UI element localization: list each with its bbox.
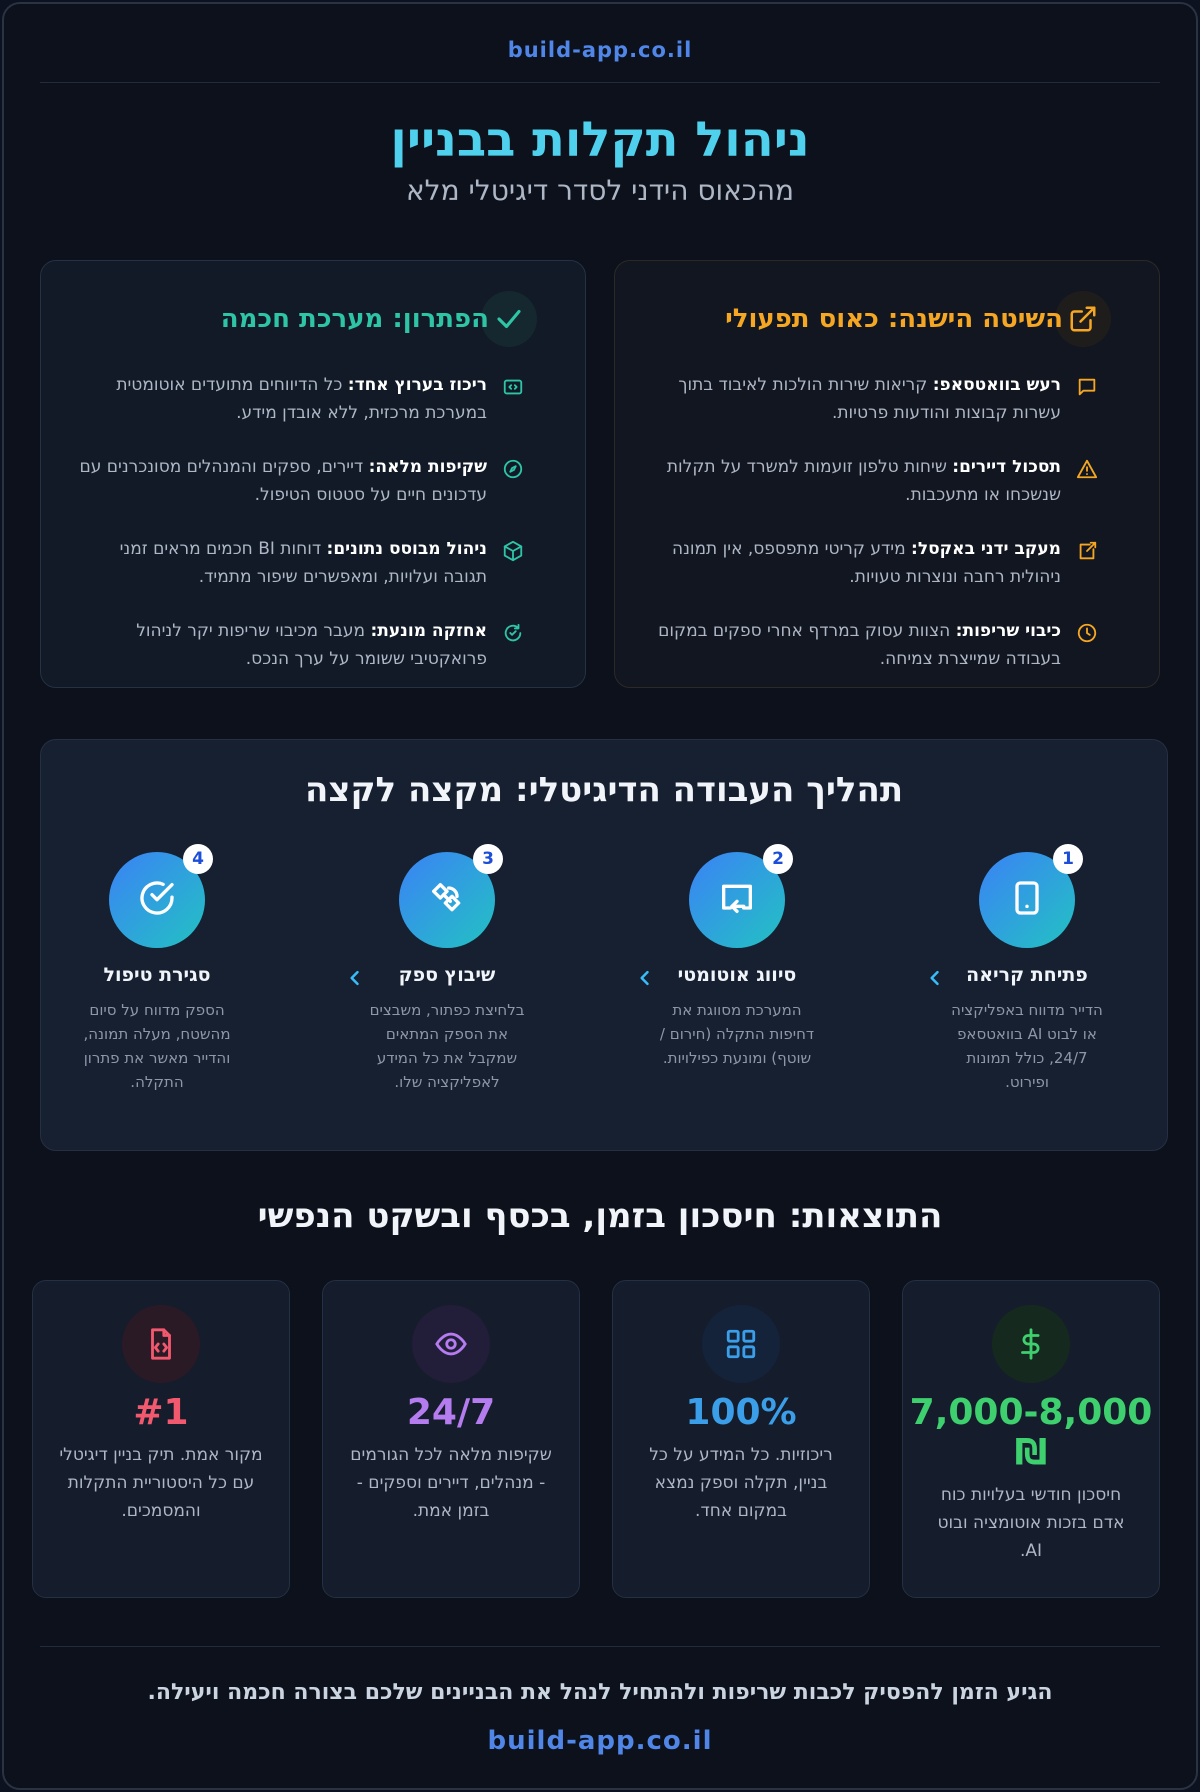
result-card: #1 מקור אמת. תיק בניין דיגיטלי עם כל היס… bbox=[32, 1280, 290, 1598]
result-description: ריכוזיות. כל המידע על כל בניין, תקלה וספ… bbox=[649, 1445, 833, 1521]
new-way-panel: הפתרון: מערכת חכמה ריכוז בערוץ אחד: כל ה… bbox=[40, 260, 586, 688]
new-item-label: שקיפות מלאה: bbox=[368, 457, 487, 477]
chevron-left-icon bbox=[925, 968, 945, 988]
file-code-icon bbox=[122, 1305, 200, 1383]
new-item-text: מעבר מכיבוי שריפות יקר לניהול פרואקטיבי … bbox=[136, 621, 487, 669]
process-step: 4 סגירת טיפול הספק מדווח על סיום מהשטח, … bbox=[57, 844, 257, 1094]
old-item-text: קריאות שירות הולכות לאיבוד בתוך עשרות קב… bbox=[678, 375, 1061, 423]
new-way-item: ריכוז בערוץ אחד: כל הדיווחים מתועדים אוט… bbox=[77, 371, 525, 427]
step-circle: 1 bbox=[979, 844, 1083, 948]
external-link-icon bbox=[1055, 291, 1111, 347]
result-value: #1 bbox=[133, 1392, 189, 1433]
result-card: 24/7 שקיפות מלאה לכל הגורמים - מנהלים, ד… bbox=[322, 1280, 580, 1598]
tablet-icon bbox=[1007, 878, 1047, 922]
header-domain-link[interactable]: build-app.co.il bbox=[507, 38, 693, 62]
page-title: ניהול תקלות בבניין bbox=[390, 112, 810, 168]
new-way-item: ניהול מבוסס נתונים: דוחות BI חכמים מראים… bbox=[77, 535, 525, 591]
page-subtitle: מהכאוס הידני לסדר דיגיטלי מלא bbox=[405, 174, 795, 207]
step-description: בלחיצת כפתור, משבצים את הספק המתאים שמקב… bbox=[369, 1001, 525, 1091]
cast-icon bbox=[717, 878, 757, 922]
step-description: הספק מדווח על סיום מהשטח, מעלה תמונה, וה… bbox=[83, 1001, 231, 1091]
result-value: 100% bbox=[685, 1392, 797, 1433]
compass-icon bbox=[501, 457, 525, 481]
step-circle: 3 bbox=[399, 844, 503, 948]
process-step: 3 שיבוץ ספק בלחיצת כפתור, משבצים את הספק… bbox=[347, 844, 547, 1094]
old-item-label: תסכול דיירים: bbox=[952, 457, 1061, 477]
old-item-label: מעקב ידני באקסל: bbox=[911, 539, 1061, 559]
step-title: שיבוץ ספק bbox=[398, 964, 496, 986]
header-divider bbox=[40, 82, 1160, 83]
old-way-panel: השיטה הישנה: כאוס תפעולי רעש בוואטסאפ: ק… bbox=[614, 260, 1160, 688]
grid-icon bbox=[702, 1305, 780, 1383]
old-way-item: כיבוי שריפות: הצוות עסוק במרדף אחרי ספקי… bbox=[651, 617, 1099, 673]
old-way-item: מעקב ידני באקסל: מידע קריטי מתפספס, אין … bbox=[651, 535, 1099, 591]
external-link-icon bbox=[1075, 539, 1099, 563]
old-item-label: כיבוי שריפות: bbox=[955, 621, 1061, 641]
result-value: 24/7 bbox=[406, 1392, 496, 1433]
new-item-label: אחזקה מונעת: bbox=[370, 621, 487, 641]
footer-cta: הגיע הזמן להפסיק לכבות שריפות ולהתחיל לנ… bbox=[147, 1680, 1053, 1705]
old-way-item: רעש בוואטסאפ: קריאות שירות הולכות לאיבוד… bbox=[651, 371, 1099, 427]
cube-icon bbox=[501, 539, 525, 563]
footer-divider bbox=[40, 1646, 1160, 1647]
step-description: המערכת מסווגת את דחיפות התקלה (חירום / ש… bbox=[659, 1001, 815, 1067]
step-title: סיווג אוטומטי bbox=[677, 964, 797, 986]
step-circle: 4 bbox=[109, 844, 213, 948]
new-item-label: ריכוז בערוץ אחד: bbox=[347, 375, 487, 395]
step-circle: 2 bbox=[689, 844, 793, 948]
clock-icon bbox=[1075, 621, 1099, 645]
step-number-badge: 3 bbox=[473, 844, 503, 874]
result-description: מקור אמת. תיק בניין דיגיטלי עם כל היסטור… bbox=[59, 1445, 263, 1521]
footer-domain-link[interactable]: build-app.co.il bbox=[487, 1726, 713, 1756]
step-description: הדייר מדווח באפליקציה או לבוט AI בוואטסא… bbox=[951, 1001, 1103, 1091]
chevron-left-icon bbox=[345, 968, 365, 988]
process-step: 2 סיווג אוטומטי המערכת מסווגת את דחיפות … bbox=[637, 844, 837, 1070]
result-description: חיסכון חודשי בעלויות כוח אדם בזכות אוטומ… bbox=[937, 1485, 1125, 1561]
result-description: שקיפות מלאה לכל הגורמים - מנהלים, דיירים… bbox=[350, 1445, 552, 1521]
new-way-header: הפתרון: מערכת חכמה bbox=[221, 291, 537, 347]
satellite-icon bbox=[427, 878, 467, 922]
process-step: 1 פתיחת קריאה הדייר מדווח באפליקציה או ל… bbox=[927, 844, 1127, 1094]
new-way-title: הפתרון: מערכת חכמה bbox=[220, 304, 489, 334]
step-number-badge: 4 bbox=[183, 844, 213, 874]
process-title: תהליך העבודה הדיגיטלי: מקצה לקצה bbox=[304, 770, 904, 810]
dollar-icon bbox=[992, 1305, 1070, 1383]
check-circle-icon bbox=[137, 878, 177, 922]
step-number-badge: 2 bbox=[763, 844, 793, 874]
check-icon bbox=[481, 291, 537, 347]
results-title: התוצאות: חיסכון בזמן, בכסף ובשקט הנפשי bbox=[257, 1196, 943, 1236]
old-way-title: השיטה הישנה: כאוס תפעולי bbox=[725, 304, 1063, 334]
result-card: 7,000-8,000 ₪ חיסכון חודשי בעלויות כוח א… bbox=[902, 1280, 1160, 1598]
message-icon bbox=[1075, 375, 1099, 399]
chevron-left-icon bbox=[635, 968, 655, 988]
old-item-text: הצוות עסוק במרדף אחרי ספקים במקום בעבודה… bbox=[658, 621, 1061, 669]
old-way-header: השיטה הישנה: כאוס תפעולי bbox=[725, 291, 1111, 347]
process-section: תהליך העבודה הדיגיטלי: מקצה לקצה 1 פתיחת… bbox=[40, 739, 1168, 1151]
new-item-label: ניהול מבוסס נתונים: bbox=[326, 539, 487, 559]
result-value: 7,000-8,000 ₪ bbox=[909, 1392, 1153, 1473]
new-item-text: דוחות BI חכמים מראים זמני תגובה ועלויות,… bbox=[119, 539, 487, 587]
old-way-item: תסכול דיירים: שיחות טלפון זועמות למשרד ע… bbox=[651, 453, 1099, 509]
eye-icon bbox=[412, 1305, 490, 1383]
new-way-item: שקיפות מלאה: דיירים, ספקים והמנהלים מסונ… bbox=[77, 453, 525, 509]
old-item-text: שיחות טלפון זועמות למשרד על תקלות שנשכחו… bbox=[666, 457, 1061, 505]
old-item-label: רעש בוואטסאפ: bbox=[932, 375, 1061, 395]
new-way-item: אחזקה מונעת: מעבר מכיבוי שריפות יקר לניה… bbox=[77, 617, 525, 673]
old-item-text: מידע קריטי מתפספס, אין תמונה ניהולית רחב… bbox=[671, 539, 1061, 587]
step-title: פתיחת קריאה bbox=[966, 964, 1088, 986]
new-item-text: דיירים, ספקים והמנהלים מסונכרנים עם עדכו… bbox=[79, 457, 487, 505]
result-card: 100% ריכוזיות. כל המידע על כל בניין, תקל… bbox=[612, 1280, 870, 1598]
refresh-check-icon bbox=[501, 621, 525, 645]
code-icon bbox=[501, 375, 525, 399]
warning-icon bbox=[1075, 457, 1099, 481]
step-number-badge: 1 bbox=[1053, 844, 1083, 874]
step-title: סגירת טיפול bbox=[103, 964, 211, 986]
new-item-text: כל הדיווחים מתועדים אוטומטית במערכת מרכז… bbox=[116, 375, 487, 423]
